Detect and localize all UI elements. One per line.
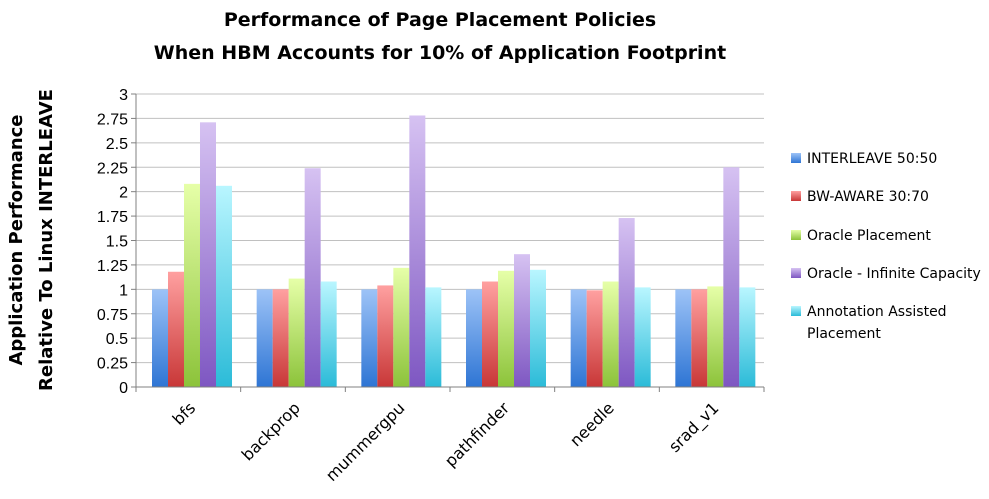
y-tick-label: 2.5 [106, 136, 128, 153]
category-label-mummergpu: mummergpu [322, 398, 409, 485]
bar-pathfinder-3 [514, 254, 530, 387]
y-tick-label: 0.25 [97, 356, 128, 373]
y-tick-label: 1.5 [106, 234, 128, 251]
y-axis-ticks: 0 0.25 0.5 0.75 1 1.25 1.5 1.75 2 2.25 2.5 2.75 3 [97, 87, 136, 397]
bar-srad_v1-1 [691, 289, 708, 387]
gridlines [136, 93, 764, 388]
category-label-needle: needle [566, 398, 618, 450]
bar-backprop-4 [320, 281, 337, 387]
bar-mummergpu-3 [409, 115, 426, 387]
y-axis-label-line1: Application Performance [6, 114, 27, 365]
bar-srad_v1-4 [739, 287, 756, 387]
y-tick-label: 0.75 [97, 307, 128, 324]
bar-backprop-3 [304, 168, 321, 387]
legend-label-2: Oracle Placement [807, 228, 931, 244]
legend: INTERLEAVE 50:50 BW-AWARE 30:70 Oracle Pla… [791, 151, 981, 342]
axes [135, 94, 765, 392]
category-label-srad_v1: srad_v1 [665, 398, 723, 456]
bar-needle-2 [602, 281, 619, 387]
legend-swatch-1 [791, 191, 801, 201]
bar-needle-3 [618, 218, 635, 387]
category-label-backprop: backprop [238, 398, 304, 464]
y-tick-label: 1 [119, 282, 128, 299]
y-tick-label: 1.75 [97, 209, 128, 226]
y-tick-label: 3 [119, 87, 128, 104]
legend-label-1: BW-AWARE 30:70 [807, 189, 929, 205]
bar-bfs-1 [168, 271, 184, 387]
y-axis-label-line2: Relative To Linux INTERLEAVE [36, 89, 57, 391]
legend-label-4-line1: Annotation Assisted [807, 304, 947, 320]
bar-backprop-1 [272, 289, 289, 387]
bars [152, 115, 756, 387]
y-tick-label: 2.25 [97, 160, 128, 177]
bar-srad_v1-3 [723, 167, 740, 387]
bar-bfs-2 [184, 183, 200, 387]
bar-bfs-0 [152, 289, 168, 387]
bar-srad_v1-2 [707, 286, 724, 387]
category-label-pathfinder: pathfinder [441, 398, 514, 471]
y-tick-label: 2.75 [97, 111, 128, 128]
bar-pathfinder-2 [498, 270, 514, 387]
category-label-bfs: bfs [169, 398, 199, 428]
legend-label-3: Oracle - Infinite Capacity [807, 266, 981, 282]
legend-swatch-2 [791, 230, 801, 240]
bar-mummergpu-2 [393, 267, 410, 387]
legend-swatch-4 [791, 306, 801, 316]
x-axis-categories: bfs backprop mummergpu pathfinder needle srad… [169, 398, 724, 485]
legend-label-4-line2: Placement [807, 326, 881, 342]
bar-needle-1 [586, 290, 603, 387]
bar-mummergpu-4 [425, 287, 442, 387]
y-tick-label: 2 [119, 185, 128, 202]
legend-swatch-3 [791, 268, 801, 278]
bar-backprop-2 [288, 278, 305, 387]
bar-bfs-4 [216, 185, 232, 387]
y-tick-label: 1.25 [97, 258, 128, 275]
y-tick-label: 0 [119, 380, 128, 397]
bar-pathfinder-1 [482, 281, 498, 387]
legend-label-0: INTERLEAVE 50:50 [807, 151, 937, 167]
bar-mummergpu-1 [377, 285, 394, 387]
bar-needle-0 [570, 289, 587, 387]
bar-bfs-3 [200, 122, 216, 387]
bar-mummergpu-0 [361, 289, 378, 387]
bar-backprop-0 [256, 289, 273, 387]
legend-swatch-0 [791, 153, 801, 163]
chart-subtitle: When HBM Accounts for 10% of Application… [154, 42, 726, 64]
bar-srad_v1-0 [675, 289, 692, 387]
chart-title: Performance of Page Placement Policies [224, 9, 656, 31]
y-tick-label: 0.5 [106, 331, 128, 348]
bar-pathfinder-4 [530, 269, 546, 387]
bar-pathfinder-0 [466, 289, 482, 387]
bar-needle-4 [634, 287, 651, 387]
